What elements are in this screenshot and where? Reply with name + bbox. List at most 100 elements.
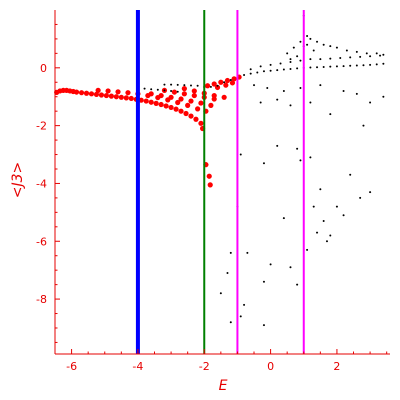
data-point <box>286 52 289 55</box>
data-point <box>88 91 95 97</box>
x-tick-label: 0 <box>267 360 274 373</box>
data-point <box>292 46 295 49</box>
data-point <box>108 93 114 99</box>
vertical-lines-layer <box>135 10 305 354</box>
data-point <box>188 98 194 104</box>
data-point <box>382 95 385 98</box>
data-point <box>158 92 164 99</box>
data-point <box>306 43 309 46</box>
data-point <box>309 37 312 40</box>
data-point <box>143 87 146 90</box>
data-point <box>322 65 325 68</box>
data-point <box>256 71 259 74</box>
data-point <box>299 87 302 90</box>
data-point <box>221 94 227 100</box>
data-point <box>178 96 184 102</box>
data-point <box>345 49 348 52</box>
data-point <box>198 120 204 126</box>
data-point <box>231 76 237 82</box>
data-point <box>243 303 246 306</box>
data-point <box>219 292 222 295</box>
data-point <box>335 65 338 68</box>
data-point <box>262 280 265 283</box>
data-point <box>322 220 325 223</box>
data-point <box>105 88 111 94</box>
data-point <box>207 182 213 188</box>
data-point <box>299 159 302 162</box>
data-point <box>365 52 368 55</box>
data-point <box>211 81 217 87</box>
data-point <box>355 92 358 95</box>
data-point <box>224 77 231 84</box>
data-point <box>309 66 312 69</box>
data-point <box>223 81 226 84</box>
data-point <box>322 43 325 46</box>
data-point <box>342 65 345 68</box>
data-point <box>170 83 173 86</box>
data-point <box>319 84 322 87</box>
data-point <box>335 46 338 49</box>
data-point <box>229 251 232 254</box>
data-point <box>195 106 201 112</box>
data-point <box>269 69 272 72</box>
data-point <box>319 58 322 61</box>
data-point <box>262 70 265 73</box>
data-point <box>168 104 174 111</box>
data-point <box>329 45 332 48</box>
data-point <box>189 84 192 87</box>
data-point <box>375 63 378 66</box>
data-point <box>306 35 309 38</box>
data-point <box>113 94 119 100</box>
data-point <box>289 266 292 269</box>
data-point <box>229 80 236 86</box>
data-point <box>206 173 212 179</box>
data-point <box>223 82 229 88</box>
data-point <box>299 40 302 43</box>
data-point <box>262 162 265 165</box>
data-point <box>123 95 129 101</box>
data-point <box>276 144 279 147</box>
data-point <box>279 62 282 65</box>
data-point <box>312 205 315 208</box>
data-point <box>229 78 232 81</box>
x-tick-label: 2 <box>333 360 340 373</box>
data-point <box>173 106 179 112</box>
data-point <box>335 205 338 208</box>
data-point <box>214 84 221 91</box>
data-point <box>266 87 269 90</box>
data-point <box>95 87 101 93</box>
data-point <box>239 315 242 318</box>
data-point <box>246 251 249 254</box>
data-point <box>309 58 312 61</box>
data-point <box>93 91 100 98</box>
y-tick-label: 0 <box>40 62 47 75</box>
data-point <box>153 100 159 106</box>
data-point <box>325 240 328 243</box>
data-point <box>309 156 312 159</box>
data-point <box>181 86 187 92</box>
series-layer <box>54 14 385 327</box>
data-point <box>175 99 181 106</box>
data-point <box>319 188 322 191</box>
data-point <box>253 84 256 87</box>
data-point <box>369 63 372 66</box>
data-point <box>316 231 319 234</box>
data-point <box>312 49 315 52</box>
data-point <box>183 110 189 117</box>
data-point <box>329 113 332 116</box>
data-point <box>329 65 332 68</box>
data-point <box>196 84 199 87</box>
data-point <box>181 91 187 97</box>
data-point <box>379 54 382 57</box>
data-point <box>282 89 285 92</box>
data-point <box>276 69 279 72</box>
data-point <box>282 68 285 71</box>
data-point <box>218 79 224 85</box>
data-point <box>289 104 292 107</box>
data-point <box>329 57 332 60</box>
data-point <box>83 90 90 96</box>
data-point <box>148 91 154 97</box>
data-point <box>170 89 173 92</box>
data-point <box>349 173 352 176</box>
data-point <box>163 83 166 86</box>
